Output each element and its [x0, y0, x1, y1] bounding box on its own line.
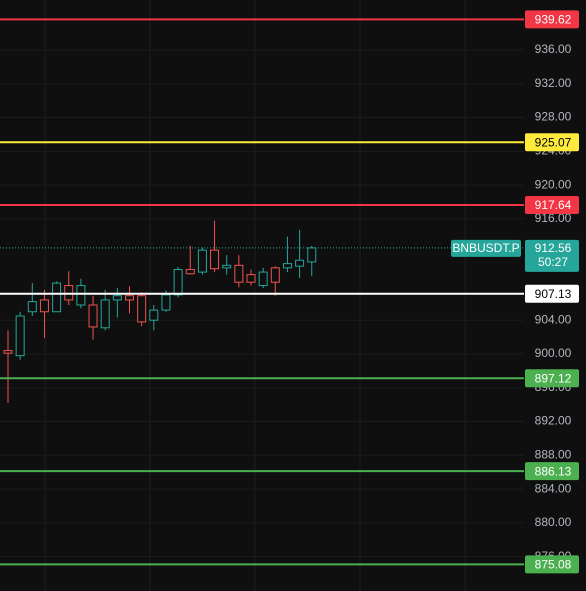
- candle-body: [270, 267, 280, 283]
- candle-body: [39, 299, 49, 313]
- price-label: 912.56: [535, 241, 572, 255]
- y-tick-label: 880.00: [535, 515, 572, 529]
- candle-body: [197, 249, 207, 273]
- candle-body: [137, 295, 147, 323]
- y-tick-label: 916.00: [535, 211, 572, 225]
- candle-body: [246, 274, 256, 283]
- candle-body: [161, 294, 171, 311]
- candle-body: [173, 269, 183, 296]
- candle-body: [3, 350, 13, 354]
- countdown-label: 50:27: [538, 255, 568, 269]
- symbol-badge: [451, 239, 521, 257]
- candle-body: [15, 315, 25, 357]
- y-tick-label: 932.00: [535, 76, 572, 90]
- level-label: 939.62: [535, 13, 572, 27]
- y-tick-label: 888.00: [535, 447, 572, 461]
- y-tick-label: 928.00: [535, 110, 572, 124]
- level-badge: [525, 133, 579, 152]
- level-badge: [525, 10, 579, 29]
- symbol-label: BNBUSDT.P: [452, 241, 519, 255]
- level-badge: [525, 284, 579, 303]
- candle-body: [149, 309, 159, 321]
- candle-body: [307, 247, 317, 263]
- price-badge: [525, 239, 579, 272]
- level-label: 897.12: [535, 371, 572, 385]
- vertical-grid: [44, 0, 466, 591]
- level-label: 875.08: [535, 558, 572, 572]
- candle-body: [52, 282, 62, 313]
- y-tick-label: 884.00: [535, 481, 572, 495]
- candle-body: [282, 263, 292, 269]
- candle-body: [295, 259, 305, 267]
- candle-body: [64, 285, 74, 301]
- level-label: 907.13: [535, 287, 572, 301]
- candle-body: [185, 269, 195, 275]
- y-tick-label: 904.00: [535, 312, 572, 326]
- candle-body: [234, 264, 244, 283]
- y-tick-label: 936.00: [535, 42, 572, 56]
- level-badge: [525, 369, 579, 388]
- level-badge: [525, 462, 579, 481]
- candle-body: [222, 264, 232, 269]
- candle-body: [100, 299, 110, 329]
- candle-body: [112, 295, 122, 301]
- candle-body: [76, 285, 86, 306]
- candle-body: [125, 295, 134, 301]
- candle-body: [258, 271, 268, 287]
- level-label: 925.07: [535, 135, 572, 149]
- level-label: 917.64: [535, 198, 572, 212]
- level-badge: [525, 555, 579, 574]
- y-tick-label: 900.00: [535, 346, 572, 360]
- y-tick-label: 892.00: [535, 414, 572, 428]
- level-label: 886.13: [535, 464, 572, 478]
- candle-body: [88, 304, 98, 328]
- level-badge: [525, 196, 579, 215]
- candle-body: [210, 249, 220, 270]
- y-tick-label: 920.00: [535, 177, 572, 191]
- candle-body: [27, 301, 37, 313]
